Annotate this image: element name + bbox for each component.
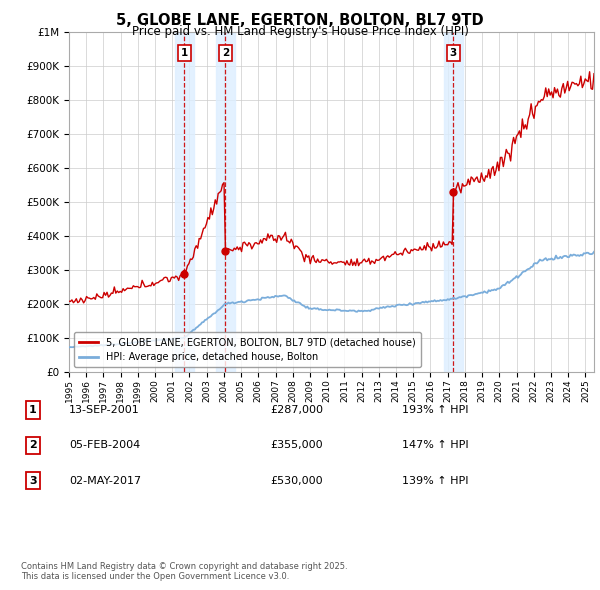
Text: Price paid vs. HM Land Registry's House Price Index (HPI): Price paid vs. HM Land Registry's House … — [131, 25, 469, 38]
Text: 1: 1 — [181, 48, 188, 58]
Text: £530,000: £530,000 — [270, 476, 323, 486]
Text: 3: 3 — [450, 48, 457, 58]
Text: 2: 2 — [29, 441, 37, 450]
Text: 02-MAY-2017: 02-MAY-2017 — [69, 476, 141, 486]
Legend: 5, GLOBE LANE, EGERTON, BOLTON, BL7 9TD (detached house), HPI: Average price, de: 5, GLOBE LANE, EGERTON, BOLTON, BL7 9TD … — [74, 332, 421, 367]
Text: 13-SEP-2001: 13-SEP-2001 — [69, 405, 140, 415]
Text: 139% ↑ HPI: 139% ↑ HPI — [402, 476, 469, 486]
Text: 05-FEB-2004: 05-FEB-2004 — [69, 441, 140, 450]
Text: 147% ↑ HPI: 147% ↑ HPI — [402, 441, 469, 450]
Text: 3: 3 — [29, 476, 37, 486]
Text: £287,000: £287,000 — [270, 405, 323, 415]
Bar — [175, 32, 194, 372]
Text: 193% ↑ HPI: 193% ↑ HPI — [402, 405, 469, 415]
Text: Contains HM Land Registry data © Crown copyright and database right 2025.
This d: Contains HM Land Registry data © Crown c… — [21, 562, 347, 581]
Bar — [444, 32, 463, 372]
Text: 1: 1 — [29, 405, 37, 415]
Bar — [216, 32, 235, 372]
Text: 2: 2 — [222, 48, 229, 58]
Text: £355,000: £355,000 — [270, 441, 323, 450]
Text: 5, GLOBE LANE, EGERTON, BOLTON, BL7 9TD: 5, GLOBE LANE, EGERTON, BOLTON, BL7 9TD — [116, 13, 484, 28]
